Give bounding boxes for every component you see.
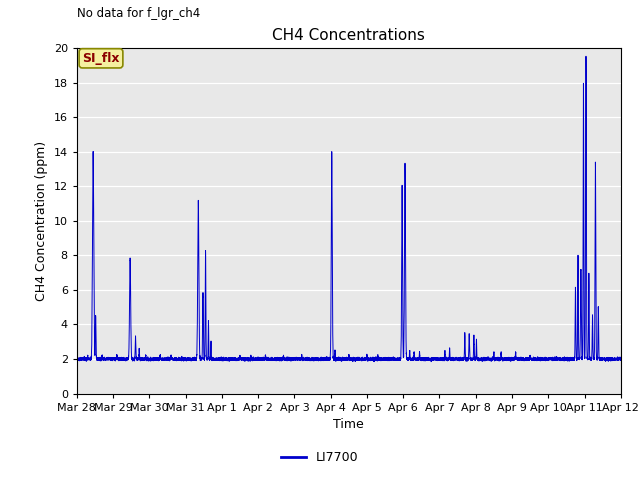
LI7700 [73, 356, 81, 361]
LI7700 [616, 354, 623, 360]
LI7700 [582, 53, 590, 59]
LI7700 [546, 355, 554, 360]
LI7700 [371, 359, 378, 364]
LI7700 [617, 356, 625, 362]
LI7700 [420, 358, 428, 364]
Title: CH4 Concentrations: CH4 Concentrations [273, 28, 425, 43]
Y-axis label: CH4 Concentration (ppm): CH4 Concentration (ppm) [35, 141, 48, 301]
Text: No data for f_lgr_ch4: No data for f_lgr_ch4 [77, 7, 200, 20]
LI7700 [561, 356, 568, 362]
Text: SI_flx: SI_flx [82, 52, 120, 65]
X-axis label: Time: Time [333, 418, 364, 431]
LI7700 [317, 357, 325, 362]
LI7700 [609, 356, 617, 362]
Legend: LI7700: LI7700 [276, 446, 364, 469]
Line: LI7700: LI7700 [77, 56, 621, 361]
